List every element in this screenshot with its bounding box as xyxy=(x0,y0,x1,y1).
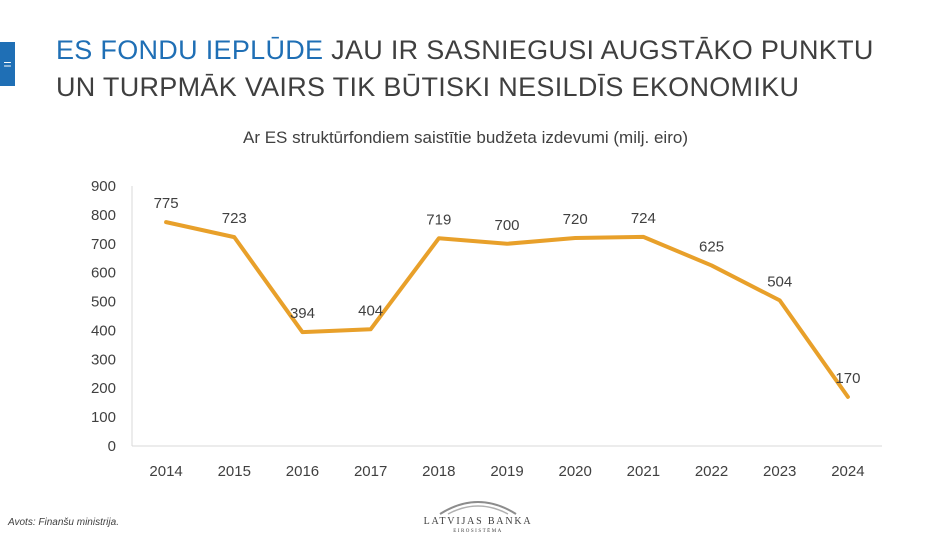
y-tick-label: 300 xyxy=(91,351,116,368)
title-highlight: ES FONDU IEPLŪDE xyxy=(56,35,324,65)
x-tick-label: 2015 xyxy=(218,463,251,480)
x-tick-label: 2020 xyxy=(558,463,591,480)
data-label: 394 xyxy=(290,305,315,322)
x-tick-label: 2019 xyxy=(490,463,523,480)
logo-arc-icon xyxy=(439,501,517,515)
data-label: 724 xyxy=(631,210,656,227)
y-tick-label: 700 xyxy=(91,236,116,253)
data-label: 775 xyxy=(154,195,179,212)
x-tick-label: 2024 xyxy=(831,463,864,480)
series-line xyxy=(164,220,850,399)
title-rest: JAU IR SASNIEGUSI AUGSTĀKO PUNKTU UN TUR… xyxy=(56,35,874,102)
data-label: 625 xyxy=(699,238,724,255)
source-note: Avots: Finanšu ministrija. xyxy=(8,517,119,528)
y-tick-label: 600 xyxy=(91,265,116,282)
y-tick-label: 200 xyxy=(91,380,116,397)
data-label: 719 xyxy=(426,211,451,228)
data-labels: 775 723 394 404 719 700 720 724 625 504 170 xyxy=(154,195,861,387)
menu-tab[interactable]: = xyxy=(0,42,15,86)
data-label: 170 xyxy=(835,370,860,387)
data-label: 404 xyxy=(358,302,383,319)
data-label: 504 xyxy=(767,273,792,290)
y-tick-label: 500 xyxy=(91,294,116,311)
x-tick-label: 2018 xyxy=(422,463,455,480)
data-label: 720 xyxy=(563,211,588,228)
y-tick-label: 100 xyxy=(91,409,116,426)
x-tick-label: 2023 xyxy=(763,463,796,480)
y-tick-label: 900 xyxy=(91,178,116,195)
slide-title: ES FONDU IEPLŪDE JAU IR SASNIEGUSI AUGST… xyxy=(56,32,916,106)
menu-icon: = xyxy=(3,56,12,72)
x-tick-label: 2022 xyxy=(695,463,728,480)
x-tick-label: 2016 xyxy=(286,463,319,480)
x-tick-label: 2017 xyxy=(354,463,387,480)
chart-title: Ar ES struktūrfondiem saistītie budžeta … xyxy=(243,128,688,147)
y-tick-labels: 0 100 200 300 400 500 600 700 800 900 xyxy=(91,178,116,455)
data-label: 723 xyxy=(222,210,247,227)
y-tick-label: 400 xyxy=(91,322,116,339)
x-tick-labels: 2014 2015 2016 2017 2018 2019 2020 2021 2022 2023… xyxy=(149,463,864,480)
logo-name: LATVIJAS BANKA xyxy=(423,516,533,527)
logo-subtitle: EIROSISTĒMA xyxy=(453,529,503,534)
y-tick-label: 0 xyxy=(108,438,116,455)
x-tick-label: 2021 xyxy=(627,463,660,480)
y-tick-label: 800 xyxy=(91,207,116,224)
latvijas-banka-logo: LATVIJAS BANKA EIROSISTĒMA xyxy=(422,496,534,540)
data-label: 700 xyxy=(494,217,519,234)
x-tick-label: 2014 xyxy=(149,463,182,480)
